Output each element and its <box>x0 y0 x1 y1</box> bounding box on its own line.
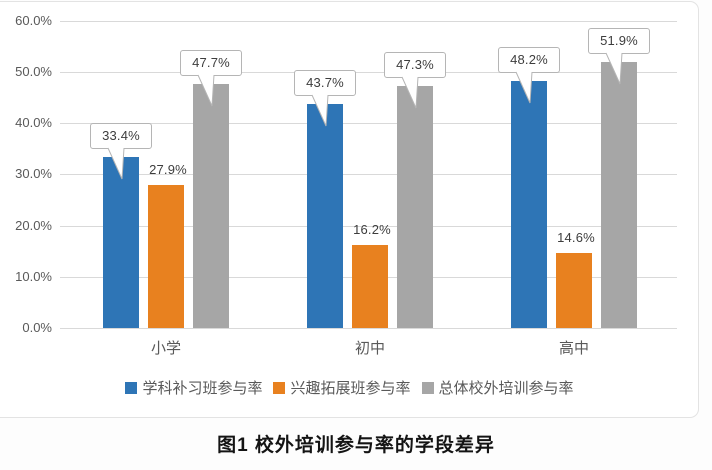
legend: 学科补习班参与率 兴趣拓展班参与率 总体校外培训参与率 <box>0 377 699 398</box>
y-tick-label: 60.0% <box>15 13 52 28</box>
bar <box>556 253 592 328</box>
bar <box>397 86 433 328</box>
gridline <box>60 21 677 22</box>
gridline <box>60 123 677 124</box>
y-tick-label: 0.0% <box>22 320 52 335</box>
value-label: 27.9% <box>149 162 187 177</box>
bar <box>511 81 547 328</box>
value-label: 14.6% <box>557 230 595 245</box>
y-tick-label: 20.0% <box>15 218 52 233</box>
legend-swatch-icon <box>273 381 286 394</box>
y-tick-label: 30.0% <box>15 166 52 181</box>
legend-swatch-icon <box>125 381 138 394</box>
value-callout: 51.9% <box>588 28 650 54</box>
legend-label: 学科补习班参与率 <box>142 380 263 397</box>
value-label: 16.2% <box>353 222 391 237</box>
figure-caption: 图1 校外培训参与率的学段差异 <box>217 435 495 456</box>
y-tick-label: 10.0% <box>15 269 52 284</box>
category-label: 小学 <box>150 340 181 357</box>
value-callout: 43.7% <box>294 70 356 96</box>
gridline <box>60 174 677 175</box>
bar <box>601 62 637 328</box>
value-callout: 47.7% <box>180 50 242 76</box>
value-callout: 47.3% <box>384 52 446 78</box>
value-callout: 48.2% <box>498 47 560 73</box>
legend-label: 兴趣拓展班参与率 <box>290 380 411 397</box>
category-label: 高中 <box>558 340 589 357</box>
bar <box>148 185 184 328</box>
bar <box>193 84 229 328</box>
legend-label: 总体校外培训参与率 <box>438 380 574 397</box>
bar <box>307 104 343 328</box>
legend-swatch-icon <box>421 381 434 394</box>
gridline <box>60 226 677 227</box>
bar <box>352 245 388 328</box>
value-callout: 33.4% <box>90 123 152 149</box>
category-label: 初中 <box>354 340 385 357</box>
gridline <box>60 72 677 73</box>
legend-item: 总体校外培训参与率 <box>421 377 574 398</box>
gridline <box>60 328 677 329</box>
legend-item: 兴趣拓展班参与率 <box>273 377 411 398</box>
legend-item: 学科补习班参与率 <box>125 377 262 398</box>
y-tick-label: 50.0% <box>15 64 52 79</box>
y-tick-label: 40.0% <box>15 115 52 130</box>
bar <box>103 157 139 328</box>
